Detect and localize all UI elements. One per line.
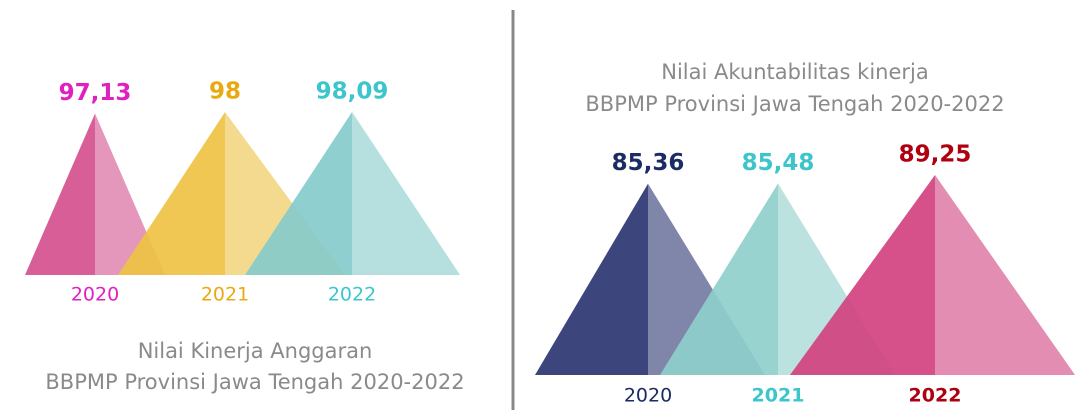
year-label: 2020 — [71, 284, 119, 306]
pyramid — [245, 112, 460, 275]
year-label: 2020 — [624, 385, 672, 407]
chart-title: Nilai Kinerja Anggaran — [138, 339, 373, 363]
value-label: 89,25 — [899, 142, 972, 168]
pyramid-shade — [648, 183, 765, 375]
chart-title: BBPMP Provinsi Jawa Tengah 2020-2022 — [45, 370, 464, 394]
value-label: 98 — [209, 79, 241, 105]
value-label: 85,48 — [742, 150, 815, 176]
pyramid — [790, 175, 1075, 375]
value-label: 85,36 — [612, 150, 685, 176]
pyramid — [25, 113, 165, 275]
pyramid-shade — [935, 175, 1075, 375]
chart-title: Nilai Akuntabilitas kinerja — [661, 60, 928, 84]
value-label: 98,09 — [316, 79, 389, 105]
value-label: 97,13 — [59, 80, 132, 106]
chart-title: BBPMP Provinsi Jawa Tengah 2020-2022 — [585, 92, 1004, 116]
year-label: 2021 — [201, 284, 249, 306]
year-label: 2022 — [328, 284, 376, 306]
pyramid-shade — [95, 113, 165, 275]
year-label: 2021 — [752, 385, 805, 407]
pyramid-shade — [352, 112, 460, 275]
year-label: 2022 — [909, 385, 962, 407]
